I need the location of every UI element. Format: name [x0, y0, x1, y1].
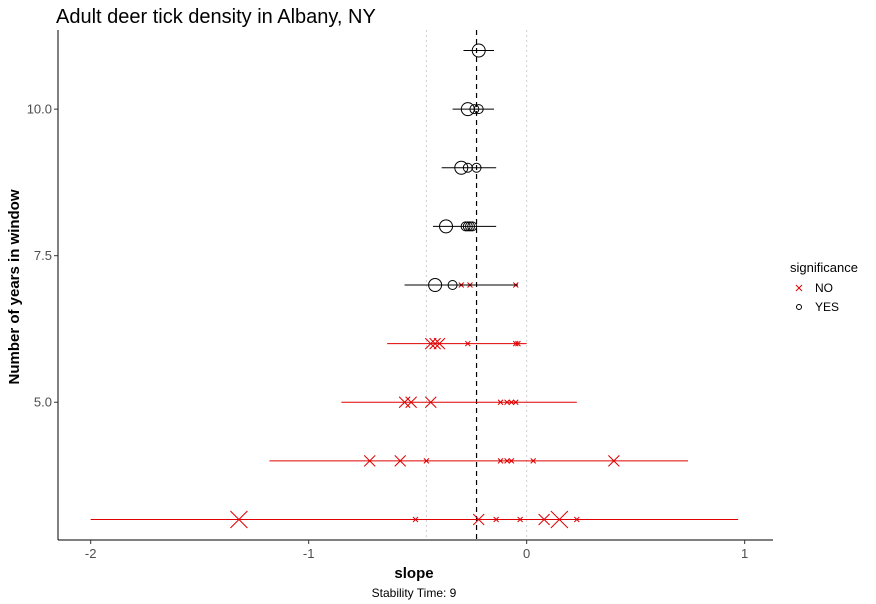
legend-label: YES: [815, 300, 839, 314]
point-no: [230, 510, 248, 529]
legend-title: significance: [790, 260, 858, 275]
series-layer: [90, 43, 739, 529]
point-no: [508, 458, 515, 464]
legend: significance NO YES: [790, 260, 858, 314]
point-no: [538, 513, 550, 526]
window-5-no: [341, 396, 577, 409]
point-yes: [469, 104, 480, 115]
axes: -2 -1 0 1 5.0 7.5 10.0: [27, 30, 773, 561]
window-6-no: [387, 337, 527, 350]
point-no: [363, 455, 376, 467]
point-no: [405, 396, 417, 409]
point-no: [412, 516, 419, 523]
point-yes: [464, 221, 475, 232]
point-no: [508, 399, 515, 406]
point-yes: [439, 219, 454, 234]
point-no: [504, 458, 510, 464]
point-no: [398, 396, 411, 409]
point-no: [472, 513, 485, 526]
point-no: [497, 399, 504, 406]
point-no: [608, 455, 620, 467]
point-no: [550, 510, 569, 529]
point-no: [424, 396, 437, 409]
legend-item-no: NO: [795, 281, 833, 295]
point-no: [573, 516, 580, 523]
point-yes: [467, 221, 478, 232]
point-no: [517, 516, 523, 523]
point-no: [515, 340, 521, 347]
point-no: [493, 516, 500, 523]
y-tick-label: 10.0: [27, 102, 52, 117]
point-no: [497, 458, 504, 464]
point-yes: [460, 221, 471, 232]
point-yes: [454, 160, 469, 175]
y-tick-label: 5.0: [34, 395, 52, 410]
point-yes: [471, 43, 486, 58]
point-no: [394, 455, 407, 467]
chart-title: Adult deer tick density in Albany, NY: [56, 6, 376, 28]
point-yes: [428, 278, 443, 292]
caption: Stability Time: 9: [372, 586, 457, 600]
point-yes: [462, 221, 473, 232]
point-no: [433, 337, 446, 350]
point-no: [423, 458, 430, 464]
point-no: [512, 340, 519, 347]
point-no: [429, 337, 441, 350]
point-no: [464, 340, 471, 347]
point-yes: [471, 162, 482, 173]
window-7-yes: [404, 278, 518, 292]
y-axis-title: Number of years in window: [6, 189, 23, 384]
window-10-yes: [452, 102, 494, 117]
x-tick-label: 0: [523, 546, 530, 561]
legend-circle-icon: [796, 304, 802, 310]
window-11-yes: [463, 43, 494, 58]
legend-items: NO YES: [795, 281, 839, 314]
point-yes: [447, 280, 458, 290]
x-tick-label: -2: [85, 546, 97, 561]
x-tick-label: 1: [741, 546, 748, 561]
window-4-no: [269, 455, 688, 467]
point-no: [424, 337, 437, 350]
legend-label: NO: [815, 281, 833, 295]
point-no: [530, 458, 537, 464]
point-no: [512, 399, 519, 406]
window-9-yes: [441, 160, 497, 175]
window-8-yes: [432, 219, 497, 234]
x-axis-title: slope: [394, 565, 433, 582]
x-tick-label: -1: [303, 546, 315, 561]
legend-item-yes: YES: [796, 300, 839, 314]
plot-area: -2 -1 0 1 5.0 7.5 10.0: [27, 30, 773, 561]
window-3-no: [90, 510, 739, 529]
y-tick-label: 7.5: [34, 248, 52, 263]
point-yes: [473, 104, 484, 115]
point-no: [504, 399, 510, 406]
